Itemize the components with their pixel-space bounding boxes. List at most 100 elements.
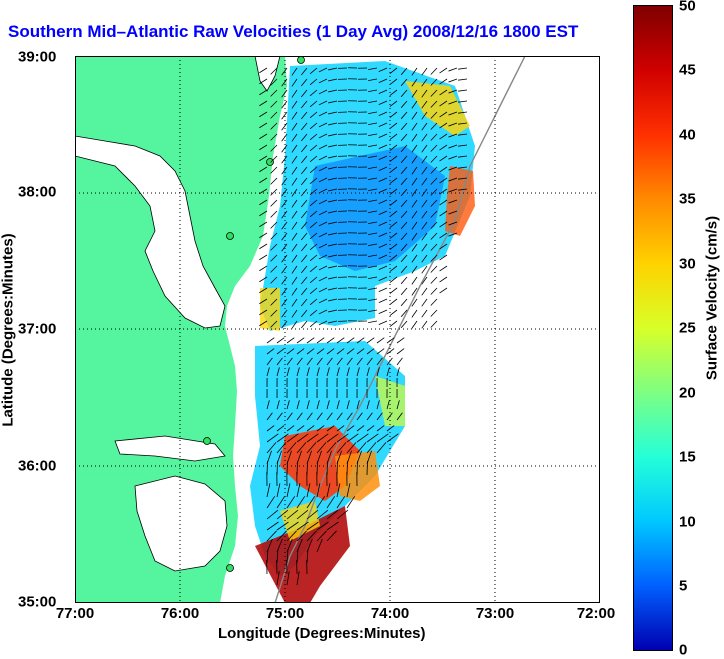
velocity-arrow [439, 243, 448, 250]
station-marker[interactable] [226, 232, 234, 240]
velocity-arrow [411, 243, 418, 252]
velocity-arrow [326, 530, 337, 542]
velocity-arrow [430, 155, 438, 163]
map-plot-area[interactable] [75, 56, 600, 603]
velocity-arrow [411, 67, 418, 76]
velocity-arrow [291, 254, 298, 263]
velocity-arrow [306, 496, 316, 509]
velocity-arrow [316, 530, 327, 542]
velocity-arrow [270, 320, 278, 328]
velocity-arrow [276, 400, 280, 410]
velocity-arrow [389, 287, 398, 294]
velocity-arrow [378, 177, 388, 183]
velocity-arrow [366, 357, 373, 366]
velocity-arrow [430, 133, 438, 141]
velocity-arrow [286, 357, 293, 366]
velocity-arrow [266, 348, 275, 355]
velocity-arrow [281, 188, 288, 197]
velocity-arrow [336, 367, 340, 377]
station-marker[interactable] [203, 437, 211, 445]
velocity-arrow [300, 298, 308, 307]
velocity-arrow [396, 412, 403, 421]
velocity-arrow [318, 221, 328, 227]
colorbar-tick: 40 [679, 126, 696, 144]
velocity-arrow [300, 122, 308, 131]
velocity-arrow [421, 188, 428, 197]
velocity-arrow [389, 144, 398, 151]
velocity-arrow [368, 309, 378, 313]
velocity-arrow [346, 412, 353, 421]
velocity-arrow [270, 166, 278, 174]
velocity-arrow [306, 521, 319, 531]
velocity-arrow [318, 188, 328, 194]
station-marker[interactable] [297, 56, 305, 64]
colorbar-tick: 50 [679, 0, 696, 15]
velocity-arrow [430, 232, 438, 240]
velocity-arrow [270, 287, 278, 295]
velocity-arrow [378, 155, 388, 161]
velocity-arrow [318, 122, 328, 128]
velocity-arrow [259, 320, 268, 327]
shelf-contour [274, 56, 526, 603]
velocity-arrow [286, 483, 291, 498]
velocity-arrow [448, 67, 458, 72]
station-marker[interactable] [226, 564, 234, 572]
velocity-arrow [389, 133, 398, 140]
station-marker[interactable] [266, 158, 274, 166]
velocity-arrow [328, 232, 338, 236]
velocity-arrow [286, 348, 295, 355]
x-tick-label: 76:00 [160, 605, 200, 622]
velocity-arrow [309, 254, 318, 262]
velocity-arrow [448, 89, 458, 94]
velocity-arrow [281, 166, 288, 175]
velocity-arrow [326, 348, 335, 355]
velocity-arrow [448, 133, 458, 138]
velocity-arrow [430, 177, 438, 185]
velocity-arrow [291, 232, 298, 241]
velocity-arrow [439, 133, 448, 140]
velocity-arrow [458, 133, 468, 136]
velocity-arrow [291, 122, 298, 131]
velocity-arrow [396, 400, 400, 410]
velocity-arrow [458, 166, 468, 169]
velocity-arrow [281, 67, 288, 76]
velocity-arrow [378, 133, 388, 139]
velocity-arrow [356, 357, 363, 366]
velocity-arrow [356, 433, 369, 443]
velocity-arrow [400, 254, 408, 263]
velocity-arrow [439, 276, 448, 283]
velocity-arrow [458, 111, 468, 114]
velocity-arrow [309, 89, 318, 97]
velocity-arrow [316, 348, 325, 355]
velocity-arrow [328, 122, 338, 126]
velocity-arrow [356, 425, 365, 432]
velocity-arrow [266, 400, 270, 410]
velocity-arrow [318, 133, 328, 139]
velocity-arrow [296, 433, 309, 443]
velocity-arrow [281, 276, 288, 285]
velocity-arrow [336, 509, 349, 520]
velocity-arrow [266, 367, 270, 377]
velocity-arrow [300, 155, 308, 164]
velocity-arrow [421, 287, 428, 296]
velocity-arrow [389, 243, 398, 250]
velocity-arrow [439, 265, 448, 272]
velocity-arrow [386, 367, 390, 377]
velocity-arrow [411, 199, 418, 208]
x-tick-label: 77:00 [55, 605, 95, 622]
velocity-arrow [368, 232, 378, 236]
velocity-arrow [286, 433, 299, 443]
velocity-arrow [296, 425, 305, 432]
velocity-arrow [328, 100, 338, 104]
velocity-arrow [306, 483, 311, 498]
velocity-arrow [276, 357, 283, 366]
velocity-arrow [386, 348, 395, 355]
velocity-arrow [291, 210, 298, 219]
velocity-arrow [266, 530, 277, 542]
velocity-arrow [300, 166, 308, 175]
velocity-arrow [309, 67, 318, 75]
velocity-arrow [411, 111, 418, 120]
velocity-arrow [439, 100, 448, 107]
velocity-arrow [300, 144, 308, 153]
velocity-arrow [411, 144, 418, 153]
